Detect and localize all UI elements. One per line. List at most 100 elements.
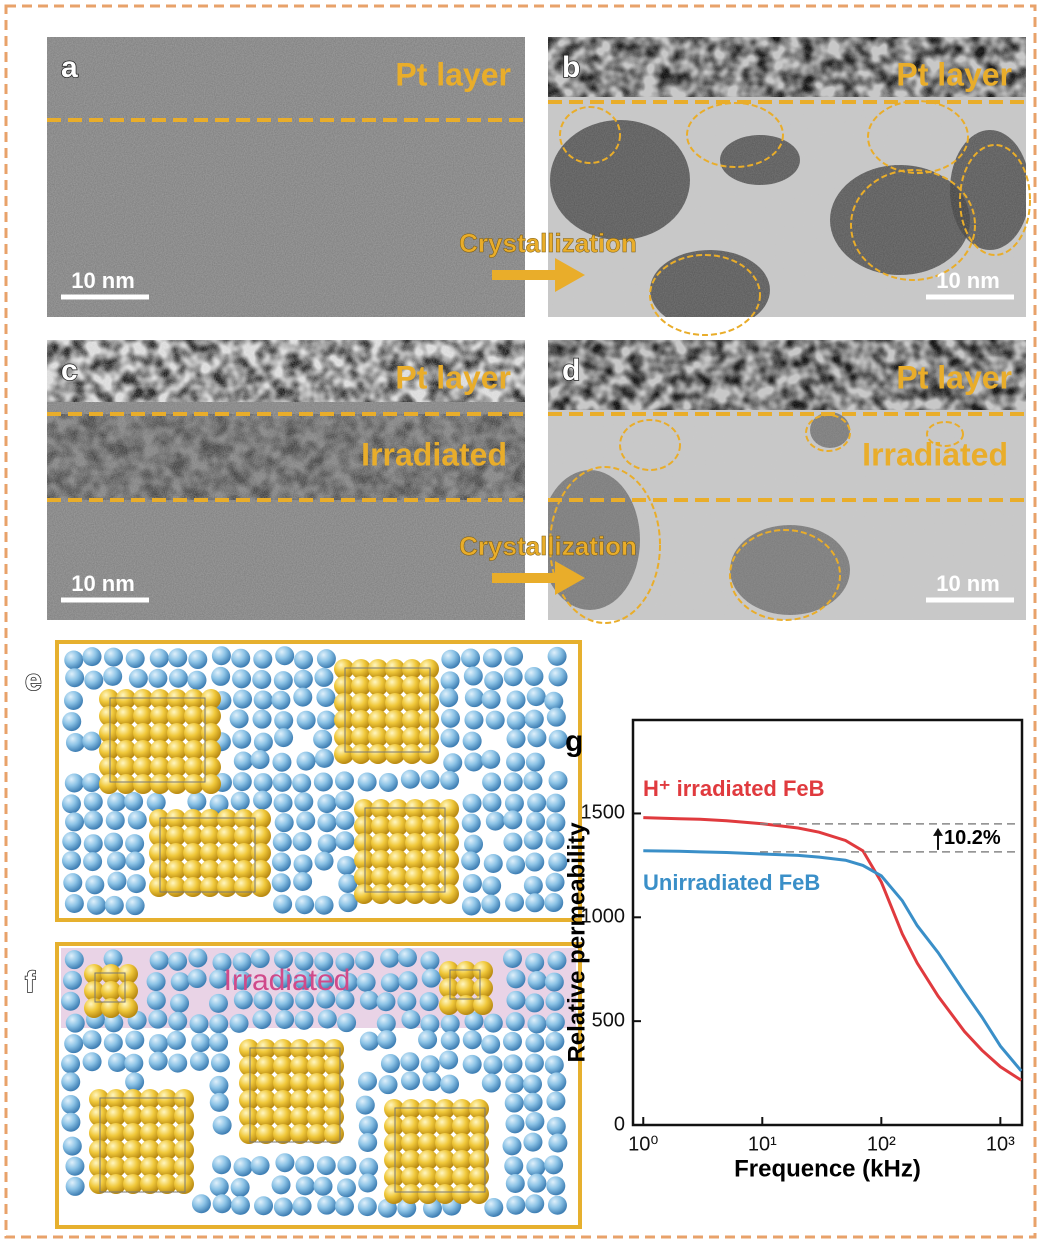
- amorphous-atom: [335, 1197, 354, 1216]
- amorphous-atom: [523, 771, 542, 790]
- amorphous-atom: [524, 1093, 543, 1112]
- amorphous-atom: [358, 1072, 377, 1091]
- amorphous-atom: [401, 1071, 420, 1090]
- amorphous-atom: [252, 1010, 271, 1029]
- amorphous-atom: [294, 792, 313, 811]
- amorphous-atom: [62, 794, 81, 813]
- amorphous-atom: [503, 810, 522, 829]
- amorphous-atom: [400, 1052, 419, 1071]
- amorphous-atom: [296, 811, 315, 830]
- amorphous-atom: [83, 647, 102, 666]
- figure: aPt layer10 nmbPt layer10 nmcPt layerIrr…: [0, 0, 1041, 1243]
- amorphous-atom: [232, 669, 251, 688]
- amorphous-atom: [168, 648, 187, 667]
- amorphous-atom: [484, 1198, 503, 1217]
- amorphous-atom: [230, 709, 249, 728]
- amorphous-atom: [546, 1176, 565, 1195]
- amorphous-atom: [254, 733, 273, 752]
- amorphous-atom: [62, 851, 81, 870]
- amorphous-atom: [84, 671, 103, 690]
- amorphous-atom: [507, 711, 526, 730]
- amorphous-atom: [482, 793, 501, 812]
- amorphous-atom: [337, 1178, 356, 1197]
- amorphous-atom: [317, 649, 336, 668]
- series-line: [643, 818, 1021, 1081]
- amorphous-atom: [212, 646, 231, 665]
- amorphous-atom: [297, 711, 316, 730]
- amorphous-atom: [253, 791, 272, 810]
- amorphous-atom: [525, 853, 544, 872]
- amorphous-atom: [337, 856, 356, 875]
- amorphous-atom: [211, 667, 230, 686]
- amorphous-atom: [504, 647, 523, 666]
- amorphous-atom: [484, 1014, 503, 1033]
- amorphous-atom: [253, 710, 272, 729]
- amorphous-atom: [525, 953, 544, 972]
- amorphous-atom: [546, 794, 565, 813]
- amorphous-atom: [127, 874, 146, 893]
- amorphous-atom: [440, 771, 459, 790]
- amorphous-atom: [63, 1137, 82, 1156]
- amorphous-atom: [486, 711, 505, 730]
- amorphous-atom: [358, 773, 377, 792]
- amorphous-atom: [213, 1194, 232, 1213]
- amorphous-atom: [546, 831, 565, 850]
- amorphous-atom: [125, 834, 144, 853]
- amorphous-atom: [104, 648, 123, 667]
- amorphous-atom: [168, 1012, 187, 1031]
- y-tick-label: 500: [592, 1009, 625, 1031]
- amorphous-atom: [523, 1075, 542, 1094]
- amorphous-atom: [65, 668, 84, 687]
- amorphous-atom: [314, 1177, 333, 1196]
- crystal-atom: [473, 995, 493, 1015]
- amorphous-atom: [441, 671, 460, 690]
- amorphous-atom: [296, 1176, 315, 1195]
- amorphous-atom: [230, 1014, 249, 1033]
- amorphous-atom: [463, 732, 482, 751]
- amorphous-atom: [148, 1010, 167, 1029]
- amorphous-atom: [275, 1153, 294, 1172]
- amorphous-atom: [274, 711, 293, 730]
- amorphous-atom: [192, 1194, 211, 1213]
- legend-label: H⁺ irradiated FeB: [643, 776, 825, 801]
- x-tick-label: 10¹: [748, 1133, 777, 1155]
- amorphous-atom: [525, 1034, 544, 1053]
- amorphous-atom: [107, 872, 126, 891]
- amorphous-atom: [212, 1155, 231, 1174]
- amorphous-atom: [463, 874, 482, 893]
- amorphous-atom: [379, 773, 398, 792]
- amorphous-atom: [461, 851, 480, 870]
- amorphous-atom: [524, 876, 543, 895]
- amorphous-atom: [253, 650, 272, 669]
- amorphous-atom: [528, 971, 547, 990]
- amorphous-atom: [506, 991, 525, 1010]
- amorphous-atom: [64, 651, 83, 670]
- amorphous-atom: [398, 948, 417, 967]
- amorphous-atom: [124, 792, 143, 811]
- amorphous-atom: [464, 835, 483, 854]
- layer-label: Pt layer: [896, 359, 1012, 395]
- amorphous-atom: [526, 812, 545, 831]
- amorphous-atom: [82, 1030, 101, 1049]
- amorphous-atom: [398, 971, 417, 990]
- amorphous-atom: [506, 1174, 525, 1193]
- amorphous-atom: [440, 729, 459, 748]
- layer-label: Pt layer: [896, 56, 1012, 92]
- scale-label: 10 nm: [936, 571, 1000, 596]
- amorphous-atom: [273, 895, 292, 914]
- amorphous-atom: [505, 1074, 524, 1093]
- amorphous-atom: [147, 793, 166, 812]
- amorphous-atom: [483, 649, 502, 668]
- amorphous-atom: [463, 1030, 482, 1049]
- amorphous-atom: [545, 1032, 564, 1051]
- region-label: Irradiated: [361, 436, 507, 472]
- amorphous-atom: [527, 1014, 546, 1033]
- amorphous-atom: [527, 793, 546, 812]
- amorphous-atom: [505, 1094, 524, 1113]
- amorphous-atom: [420, 951, 439, 970]
- amorphous-atom: [231, 649, 250, 668]
- amorphous-atom: [295, 1156, 314, 1175]
- amorphous-atom: [335, 811, 354, 830]
- amorphous-atom: [64, 691, 83, 710]
